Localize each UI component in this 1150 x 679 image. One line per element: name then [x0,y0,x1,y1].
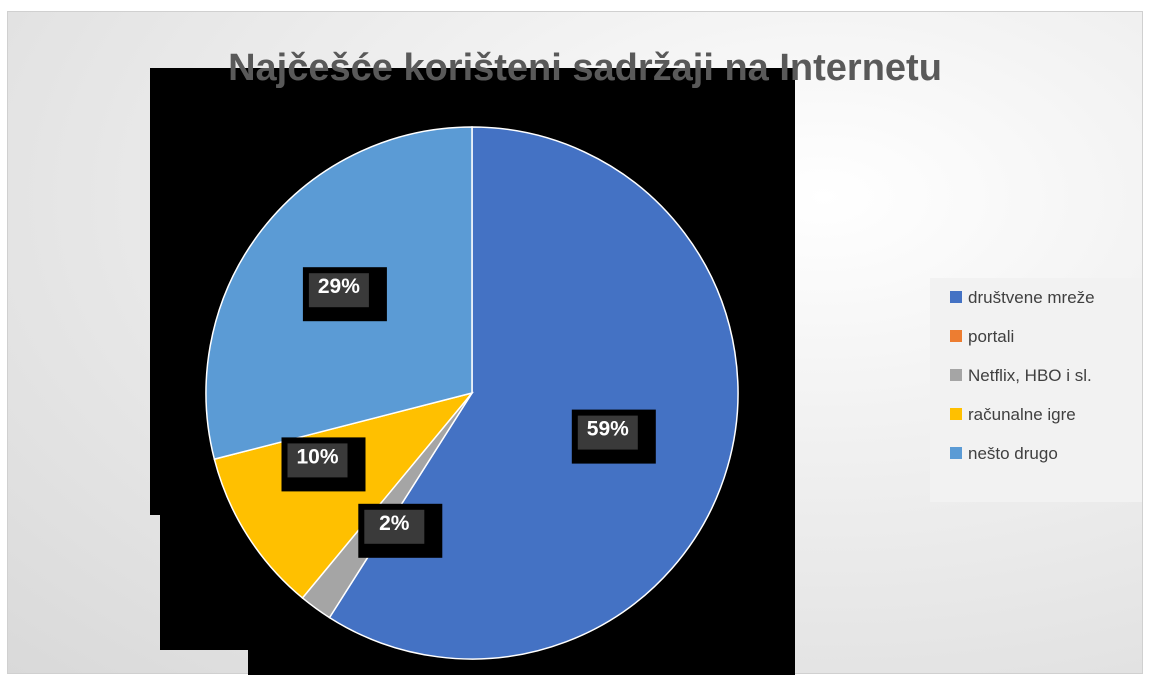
pie-slices [206,127,738,659]
data-label-ra-unalne-igre: 10% [296,445,338,468]
legend-label-ra-unalne-igre: računalne igre [968,405,1076,424]
legend-swatch-ne-to-drugo [950,447,962,459]
legend-label-netflix-hbo-i-sl: Netflix, HBO i sl. [968,366,1092,385]
legend-swatch-netflix-hbo-i-sl [950,369,962,381]
chart-title: Najčešće korišteni sadržaji na Internetu [228,47,942,89]
legend-swatch-ra-unalne-igre [950,408,962,420]
legend-swatch-dru-tvene-mre-e [950,291,962,303]
legend: društvene mreže portali Netflix, HBO i sl.… [930,278,1142,502]
legend-background [930,278,1142,502]
data-label-netflix-hbo-i-sl: 2% [379,512,410,535]
data-label-ne-to-drugo: 29% [318,275,360,298]
legend-label-dru-tvene-mre-e: društvene mreže [968,288,1095,307]
legend-label-ne-to-drugo: nešto drugo [968,444,1058,463]
legend-swatch-portali [950,330,962,342]
data-label-dru-tvene-mre-e: 59% [587,418,629,441]
legend-label-portali: portali [968,327,1014,346]
